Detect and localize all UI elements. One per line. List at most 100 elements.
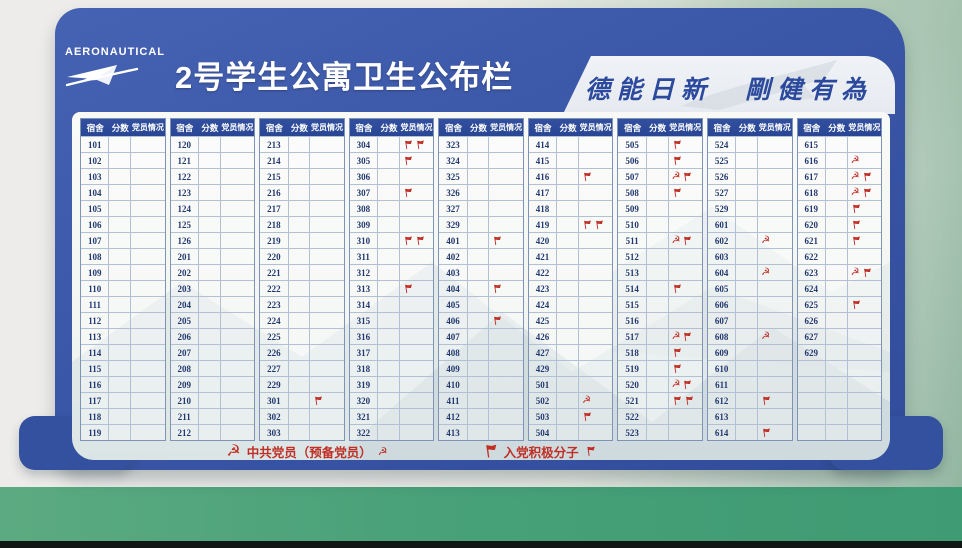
table-row: 514	[618, 280, 702, 296]
hygiene-table: 宿舍 分数 党员情况 101 102 103 104 105 106 107 108 109 110 11…	[80, 118, 883, 441]
room-cell: 623	[798, 265, 826, 280]
room-cell: 429	[529, 361, 558, 376]
room-cell: 124	[171, 201, 199, 216]
table-row: 308	[349, 200, 434, 216]
party-status-cell	[131, 361, 164, 376]
table-row: 316	[349, 328, 434, 344]
party-status-cell	[221, 265, 254, 280]
table-row: 607	[707, 312, 792, 328]
party-status-cell	[400, 297, 433, 312]
hammer-sickle-icon: ☭	[671, 234, 681, 246]
legend-party-member-label: 中共党员（预备党员）	[246, 445, 372, 460]
score-cell	[109, 345, 132, 360]
flag-icon	[485, 444, 496, 458]
table-row: 426	[528, 328, 613, 344]
party-status-cell	[400, 281, 433, 296]
flag-icon	[673, 363, 681, 373]
table-row: 518	[618, 344, 702, 360]
score-cell	[647, 361, 669, 376]
motto-text: 德能日新 剛健有為	[584, 77, 873, 104]
column-header: 党员情况	[579, 123, 612, 132]
score-cell	[289, 169, 311, 184]
score-cell	[736, 409, 759, 424]
room-cell: 310	[350, 233, 379, 248]
legend-activist-label: 入党积极分子	[503, 445, 579, 460]
room-cell: 325	[439, 169, 468, 184]
room-cell: 625	[798, 297, 826, 312]
table-row: 508	[618, 184, 702, 200]
table-row: 112	[81, 312, 165, 328]
party-status-cell	[489, 377, 522, 392]
room-cell: 212	[171, 425, 199, 440]
flag-icon	[863, 267, 871, 277]
table-header-row: 宿舍 分数 党员情况	[81, 119, 165, 136]
score-cell	[109, 137, 132, 152]
table-row: 220	[260, 248, 344, 264]
flag-icon	[673, 155, 681, 165]
score-cell	[109, 169, 132, 184]
room-cell: 319	[350, 377, 379, 392]
flag-icon	[404, 155, 412, 165]
score-cell	[826, 265, 848, 280]
table-row: 521	[618, 392, 702, 408]
room-cell: 613	[708, 409, 737, 424]
table-row: 307	[349, 184, 434, 200]
score-cell	[468, 329, 490, 344]
room-cell: 518	[618, 345, 647, 360]
table-row: 327	[439, 200, 523, 216]
table-row: 207	[170, 344, 255, 360]
score-cell	[109, 265, 132, 280]
flag-icon	[404, 187, 412, 197]
table-row: 406	[439, 312, 523, 328]
score-cell	[378, 169, 400, 184]
room-cell: 202	[171, 265, 199, 280]
party-status-cell	[310, 393, 343, 408]
room-cell: 427	[529, 345, 558, 360]
room-cell	[798, 425, 826, 440]
score-cell	[557, 393, 579, 408]
room-cell: 527	[708, 185, 737, 200]
table-row: 425	[528, 312, 613, 328]
column-header: 宿舍	[713, 122, 731, 133]
room-cell: 312	[350, 265, 379, 280]
score-cell	[826, 185, 848, 200]
score-cell	[468, 233, 490, 248]
table-row: 613	[707, 408, 792, 424]
column-header: 宿舍	[176, 122, 194, 133]
room-cell: 402	[439, 249, 468, 264]
party-status-cell	[848, 249, 881, 264]
party-status-cell	[758, 217, 791, 232]
table-row: 424	[528, 296, 613, 312]
room-cell: 101	[81, 137, 110, 152]
party-status-cell	[669, 153, 702, 168]
score-cell	[468, 281, 490, 296]
room-cell: 405	[439, 297, 468, 312]
party-status-cell	[669, 281, 702, 296]
room-cell: 525	[708, 153, 737, 168]
table-row: 520 ☭	[618, 376, 702, 392]
table-row: 229	[260, 376, 344, 392]
party-status-cell	[758, 425, 791, 440]
room-cell: 221	[260, 265, 289, 280]
room-cell: 521	[618, 393, 647, 408]
party-status-cell	[310, 249, 343, 264]
flag-icon	[852, 203, 860, 213]
party-status-cell	[579, 345, 612, 360]
score-cell	[826, 233, 848, 248]
party-status-cell	[131, 313, 164, 328]
room-cell: 114	[81, 345, 110, 360]
party-status-cell	[758, 409, 791, 424]
table-row: 410	[439, 376, 523, 392]
room-cell: 217	[260, 201, 289, 216]
room-cell: 214	[260, 153, 289, 168]
table-row: 427	[528, 344, 613, 360]
party-status-cell	[848, 281, 881, 296]
party-status-cell: ☭	[669, 329, 702, 344]
score-cell	[289, 297, 311, 312]
column-header: 宿舍	[265, 122, 283, 133]
table-row: 114	[81, 344, 165, 360]
room-cell: 410	[439, 377, 468, 392]
table-row: 503	[528, 408, 613, 424]
party-status-cell	[131, 329, 164, 344]
score-cell	[289, 281, 311, 296]
